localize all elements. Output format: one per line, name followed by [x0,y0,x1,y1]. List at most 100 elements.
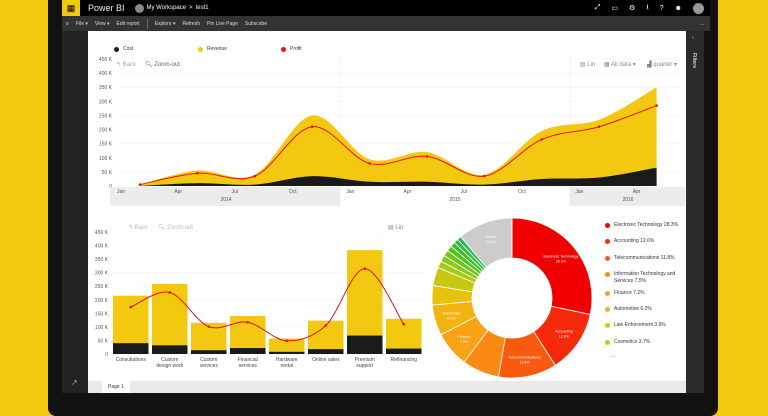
x-tick-label: Jan [346,189,354,195]
file-menu[interactable]: File ▾ [75,20,88,27]
donut-legend-item[interactable]: Accounting 12.6% [605,238,685,245]
profit-point [138,183,142,186]
profit-point [253,174,257,178]
top-back-button[interactable]: ↰ Back [116,62,137,68]
year-band [570,187,685,206]
donut-legend-item[interactable]: Cosmetics 3.7% [605,339,685,346]
top-zoom-out-button[interactable]: 🔍︎ Zoom-out [145,62,180,68]
donut-legend-item[interactable]: Information Technology and Services 7.5% [605,271,685,285]
tab-page-1[interactable]: Page 1 [102,381,130,393]
left-nav: ↗ [62,31,88,393]
bottom-lin-toggle[interactable]: ▤ Lin [388,225,404,231]
filters-pane[interactable]: ‹ Filters [686,31,704,393]
x-tick-label: Jul [232,189,238,195]
download-icon[interactable]: ⭳ [646,3,649,11]
gear-icon[interactable]: ⚙ [628,5,636,12]
user-avatar[interactable] [693,2,704,14]
profit-point [310,125,314,129]
explore-menu[interactable]: Explore ▾ [154,20,176,27]
y-tick-label: 250 K [99,113,113,119]
legend-revenue[interactable]: Revenue [198,46,227,52]
breadcrumb: My Workspace > test1 [134,3,209,13]
expand-nav-icon[interactable]: ↗ [71,378,78,387]
legend-marker [605,340,610,345]
profit-point [425,155,429,158]
legend-label: Information Technology and Services 7.5% [614,271,676,284]
app-launcher-icon[interactable]: ▦ [62,0,80,16]
legend-label: Finance 7.2% [614,290,645,296]
legend-profit[interactable]: Profit [281,46,302,52]
help-icon[interactable]: ? [659,4,664,12]
x-tick-label: Jan [575,189,583,195]
year-band [110,187,340,206]
profit-point [540,138,544,141]
legend-cost-label: Cost [123,46,134,52]
y-tick-label: 100 K [99,156,113,162]
legend-marker [605,239,610,244]
edit-report-button[interactable]: Edit report [116,20,140,27]
legend-marker [605,223,610,228]
y-tick-label: 200 K [99,128,113,134]
x-tick-label: Apr [404,189,412,195]
comment-icon[interactable]: ▭ [611,5,618,12]
filters-label: Filters [691,53,697,69]
top-all-data-dropdown[interactable]: ▦ All data ▾ [604,62,636,68]
legend-marker [605,307,610,312]
more-options-icon[interactable]: ... [699,20,704,27]
profit-point [483,174,486,178]
donut-legend-item[interactable]: Finance 7.2% [605,290,685,297]
donut-legend-item[interactable]: Automotive 6.2% [605,306,685,313]
subscribe-button[interactable]: Subscribe [244,20,268,27]
legend-label: Telecommunications 11.8% [614,255,675,261]
y-tick-label: 400 K [99,71,113,77]
refresh-button[interactable]: Refresh [182,20,200,27]
y-tick-label: 350 K [99,85,113,91]
breadcrumb-report[interactable]: test1 [195,5,209,11]
legend-profit-marker [281,46,286,52]
donut-legend-item[interactable]: Law Enforcement 3.9% [605,322,685,329]
profit-point [655,104,658,107]
bottom-back-button[interactable]: ↰ Back [128,225,149,231]
smiley-icon[interactable]: ☻ [674,4,682,12]
toolbar: ≡ File ▾ View ▾ Edit report Explore ▾ Re… [62,16,710,31]
hamburger-icon[interactable]: ≡ [66,20,69,27]
legend-label: Accounting 12.6% [614,238,655,244]
workspace-avatar [134,3,144,13]
legend-label: Law Enforcement 3.9% [614,322,666,328]
donut-legend-item[interactable]: Telecommunications 11.8% [605,255,685,262]
top-quarter-dropdown[interactable]: ▟ quarter ▾ [647,62,677,68]
top-bar: ▦ Power BI My Workspace > test1 ⤢ ▭ ⚙ ⭳ … [62,0,710,16]
legend-marker [605,291,610,296]
top-lin-toggle[interactable]: ▤ Lin [580,62,596,68]
legend-cost-marker [114,46,119,52]
legend-label: Automotive 6.2% [614,306,652,312]
legend-marker [605,272,610,277]
year-label: 2014 [220,197,231,203]
year-label: 2015 [449,197,460,203]
revenue-area [140,87,657,186]
legend-profit-label: Profit [290,46,302,52]
profit-point [368,162,371,165]
year-label: 2016 [622,197,633,203]
profit-line [139,105,657,186]
pin-live-page-button[interactable]: Pin Live Page [207,20,238,27]
view-menu[interactable]: View ▾ [94,20,110,27]
donut-legend-item[interactable]: Electronic Technology 28.3% [605,222,685,229]
legend-revenue-marker [198,46,203,52]
x-tick-label: Apr [174,189,182,195]
y-tick-label: 50 K [102,170,113,176]
legend-marker [605,256,610,261]
x-tick-label: Apr [633,189,641,195]
collapse-icon[interactable]: ‹ [692,35,694,41]
bottom-zoom-out-button[interactable]: 🔍︎ Zoom-out [158,225,193,231]
x-tick-label: Jan [117,189,125,195]
legend-label: Electronic Technology 28.3% [614,222,679,228]
expand-icon[interactable]: ⤢ [594,4,601,11]
breadcrumb-workspace[interactable]: My Workspace [146,5,187,11]
divider [146,18,148,29]
legend-cost[interactable]: Cost [114,46,133,52]
y-tick-label: 150 K [99,142,113,148]
app-name[interactable]: Power BI [88,3,125,13]
legend-more[interactable]: ... [611,353,616,359]
